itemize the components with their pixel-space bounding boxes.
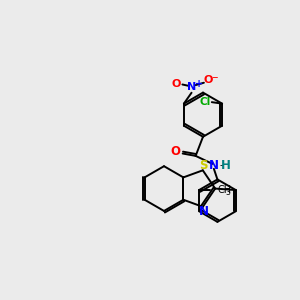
Text: O: O [171,79,181,89]
Text: S: S [199,159,208,172]
Text: 3: 3 [226,188,230,197]
Text: O: O [203,75,213,85]
Text: H: H [221,159,231,172]
Text: O: O [171,145,181,158]
Text: CH: CH [218,185,232,195]
Text: +: + [194,80,203,89]
Text: -: - [219,160,223,170]
Text: Cl: Cl [200,97,211,107]
Text: ⁻: ⁻ [212,74,218,87]
Text: N: N [209,159,219,172]
Text: N: N [188,82,197,92]
Text: N: N [198,205,208,218]
